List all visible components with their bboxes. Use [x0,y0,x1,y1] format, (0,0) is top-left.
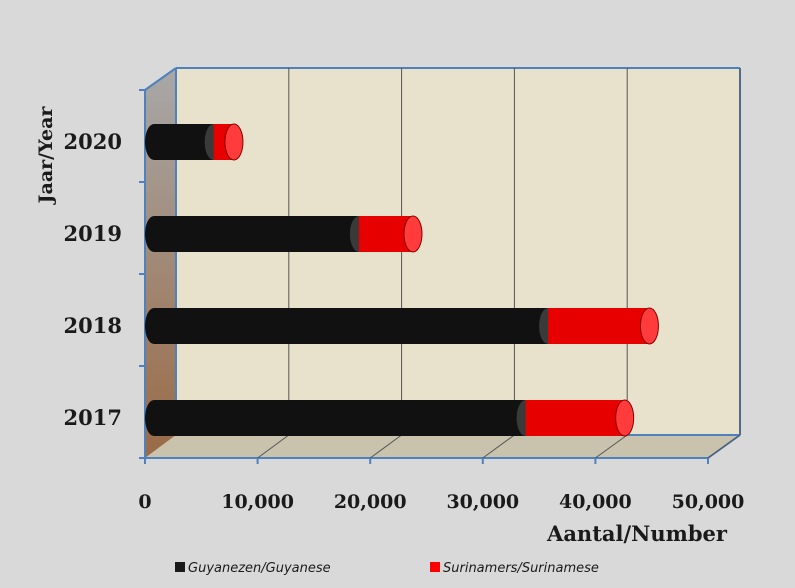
bar-Guyanezen/Guyanese-2019 [145,216,368,252]
plot-floor [145,435,740,458]
plot-side-wall [145,68,176,458]
bar-Surinamers/Surinamese-2020 [213,123,244,161]
legend-label: Guyanezen/Guyanese [188,561,331,576]
x-tick-label: 10,000 [221,491,294,513]
y-tick-label: 2020 [64,129,122,154]
bar-Surinamers/Surinamese-2017 [525,399,635,437]
bar-Guyanezen/Guyanese-2018 [145,308,558,344]
y-axis-title: Jaar/Year [35,106,57,206]
legend-swatch [430,562,440,572]
y-tick-label: 2017 [64,405,122,430]
bar-Surinamers/Surinamese-2018 [548,307,659,345]
gridline-floor [257,434,290,459]
x-tick-label: 50,000 [672,491,745,513]
plot-frame-edge [144,67,177,91]
gridline-floor [369,434,402,459]
y-tick-label: 2018 [64,313,122,338]
gridline-floor [482,434,515,459]
bars [145,123,659,437]
legend-swatch [175,562,185,572]
x-tick-label: 0 [138,491,151,513]
x-tick-label: 30,000 [446,491,519,513]
x-tick-label: 40,000 [559,491,632,513]
x-tick-label: 20,000 [334,491,407,513]
gridline-floor [595,434,628,459]
x-axis-ticks: 0 10,000 20,000 30,000 40,000 50,000 [138,458,744,513]
legend: Guyanezen/Guyanese Surinamers/Surinamese [175,561,599,576]
y-axis-ticks: 2017 2018 2019 2020 [64,89,145,459]
x-axis-title: Aantal/Number [546,521,728,546]
gridline-floor [707,434,741,459]
y-tick-label: 2019 [64,221,122,246]
legend-label: Surinamers/Surinamese [443,561,599,576]
bar-Surinamers/Surinamese-2019 [358,215,423,253]
bar-Guyanezen/Guyanese-2017 [145,400,535,436]
bar-Guyanezen/Guyanese-2020 [145,124,223,160]
